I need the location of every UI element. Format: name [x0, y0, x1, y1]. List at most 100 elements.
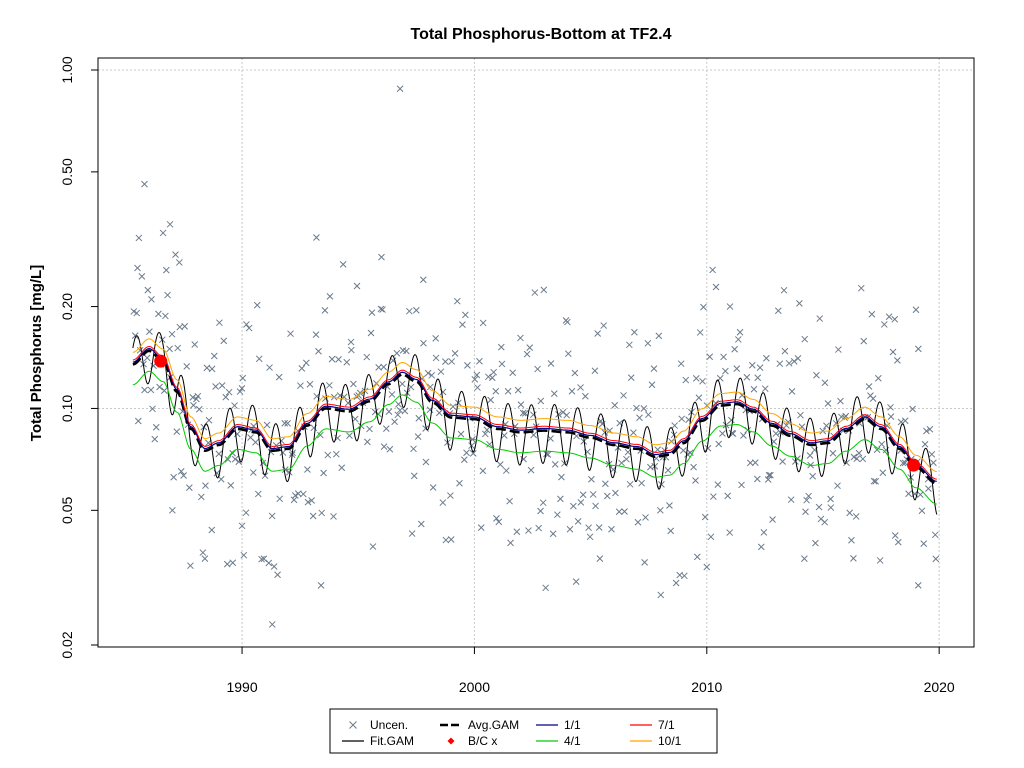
scatter-point-243 — [479, 467, 487, 475]
scatter-point-323 — [594, 330, 602, 337]
y-axis: 0.02 0.05 0.10 0.20 0.50 1.00 — [59, 56, 98, 659]
scatter-point-507 — [857, 284, 865, 292]
scatter-point-222 — [448, 358, 456, 365]
scatter-point-3 — [134, 417, 142, 425]
scatter-point-210 — [432, 334, 440, 342]
scatter-point-487 — [829, 449, 837, 457]
scatter-point-329 — [602, 480, 609, 488]
scatter-point-343 — [623, 455, 630, 463]
scatter-point-123 — [306, 380, 314, 388]
scatter-point-443 — [765, 471, 773, 479]
legend-label-2: 1/1 — [564, 718, 581, 732]
scatter-point-92 — [261, 472, 269, 480]
legend: Uncen. Avg.GAM 1/1 7/1 Fit.GAM B/C x 4/1 10/1 — [329, 708, 718, 754]
scatter-point-197 — [412, 306, 420, 314]
scatter-point-145 — [338, 464, 346, 472]
scatter-point-214 — [437, 368, 445, 376]
scatter-point-518 — [873, 446, 881, 454]
scatter-point-521 — [878, 440, 886, 448]
scatter-point-75 — [238, 384, 246, 392]
scatter-point-41 — [189, 394, 197, 401]
scatter-point-509 — [860, 337, 868, 345]
scatter-point-90 — [259, 459, 267, 467]
scatter-point-328 — [601, 429, 609, 436]
scatter-point-449 — [774, 307, 782, 315]
scatter-point-333 — [608, 525, 615, 533]
series-line-1 — [132, 349, 937, 485]
legend-box — [329, 708, 718, 754]
scatter-point-475 — [812, 539, 819, 547]
scatter-point-433 — [751, 459, 759, 466]
scatter-point-93 — [263, 421, 271, 429]
scatter-point-264 — [509, 369, 517, 377]
scatter-point-104 — [279, 449, 287, 456]
scatter-point-224 — [451, 349, 459, 357]
scatter-point-261 — [504, 387, 512, 395]
scatter-point-103 — [278, 437, 285, 445]
scatter-point-408 — [715, 440, 723, 448]
scatter-point-382 — [678, 415, 686, 423]
scatter-point-584 — [656, 506, 664, 514]
scatter-point-42 — [190, 401, 197, 409]
scatter-point-403 — [709, 266, 716, 274]
scatter-point-469 — [803, 496, 810, 504]
scatter-point-8 — [141, 386, 148, 394]
scatter-point-497 — [843, 459, 850, 467]
scatter-point-453 — [780, 286, 788, 294]
scatter-point-434 — [753, 475, 761, 483]
scatter-point-194 — [408, 530, 416, 537]
scatter-point-97 — [268, 512, 276, 520]
bc-point-0 — [154, 354, 168, 368]
y-tick-label-1: 0.05 — [59, 496, 75, 523]
scatter-point-73 — [235, 458, 243, 466]
y-tick-label-0: 0.02 — [59, 631, 75, 658]
scatter-point-576 — [564, 318, 571, 326]
scatter-point-241 — [476, 357, 483, 365]
scatter-point-240 — [474, 384, 481, 391]
scatter-point-9 — [143, 354, 151, 362]
scatter-point-229 — [459, 321, 466, 328]
scatter-point-274 — [523, 350, 531, 358]
scatter-point-410 — [719, 430, 726, 437]
scatter-point-436 — [756, 364, 764, 371]
scatter-point-296 — [555, 411, 562, 418]
scatter-point-527 — [887, 403, 894, 411]
scatter-point-172 — [377, 305, 385, 313]
scatter-point-148 — [343, 358, 351, 366]
scatter-point-504 — [853, 455, 861, 462]
scatter-point-51 — [203, 364, 211, 372]
scatter-point-406 — [712, 283, 720, 291]
scatter-point-375 — [668, 438, 675, 445]
scatter-point-415 — [726, 529, 734, 536]
scatter-point-532 — [894, 357, 901, 364]
scatter-point-173 — [379, 306, 386, 313]
scatter-point-62 — [218, 382, 226, 389]
scatter-point-486 — [827, 504, 835, 511]
scatter-point-263 — [507, 539, 514, 547]
scatter-point-270 — [517, 401, 525, 409]
scatter-point-473 — [809, 472, 817, 480]
x-tick-label-0: 1990 — [226, 679, 257, 695]
scatter-point-1 — [131, 332, 139, 339]
scatter-point-297 — [557, 495, 564, 503]
scatter-point-255 — [496, 461, 504, 468]
scatter-point-338 — [615, 508, 623, 516]
scatter-point-293 — [550, 390, 558, 397]
legend-item-4: Fit.GAM — [342, 734, 414, 748]
scatter-point-15 — [151, 435, 159, 443]
scatter-point-47 — [197, 493, 205, 501]
scatter-point-340 — [618, 459, 625, 467]
scatter-point-559 — [932, 555, 940, 563]
scatter-point-121 — [304, 466, 311, 473]
scatter-point-579 — [801, 555, 808, 562]
scatter-point-467 — [801, 335, 809, 343]
scatter-point-302 — [563, 411, 571, 419]
scatter-point-125 — [309, 512, 317, 520]
scatter-point-122 — [304, 498, 312, 506]
scatter-point-87 — [254, 490, 262, 498]
scatter-point-61 — [217, 475, 225, 483]
scatter-point-88 — [255, 355, 263, 363]
scatter-point-322 — [592, 502, 599, 510]
scatter-point-127 — [312, 331, 320, 338]
scatter-point-528 — [887, 413, 895, 421]
